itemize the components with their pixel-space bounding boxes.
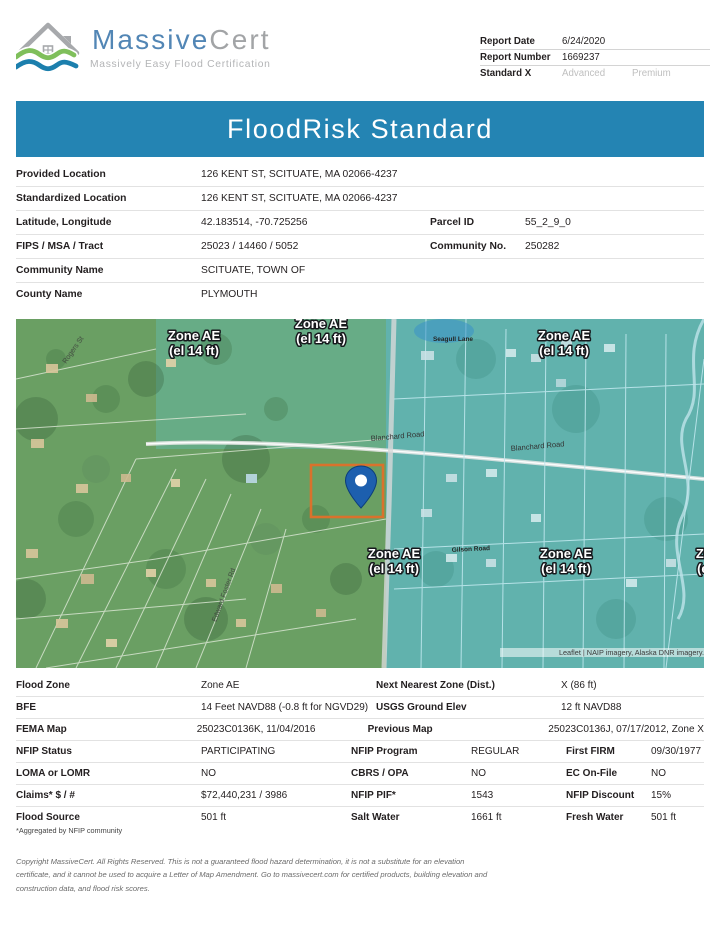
svg-text:(el 14 ft): (el 14 ft) [541,561,591,576]
svg-text:Zone AE: Zone AE [540,546,593,561]
svg-text:Zone AE: Zone AE [368,546,421,561]
svg-text:(el 14 ft): (el 14 ft) [369,561,419,576]
svg-text:Zone AE: Zone AE [295,319,348,331]
svg-text:(el 14 ft): (el 14 ft) [296,331,346,346]
svg-text:Zone AE: Zone AE [696,546,704,561]
svg-text:(el 14 ft): (el 14 ft) [539,343,589,358]
svg-text:Zone AE: Zone AE [168,328,221,343]
svg-text:Seagull Lane: Seagull Lane [433,336,473,343]
svg-text:(el 14 ft): (el 14 ft) [697,561,704,576]
svg-text:Zone AE: Zone AE [538,328,591,343]
svg-text:(el 14 ft): (el 14 ft) [169,343,219,358]
